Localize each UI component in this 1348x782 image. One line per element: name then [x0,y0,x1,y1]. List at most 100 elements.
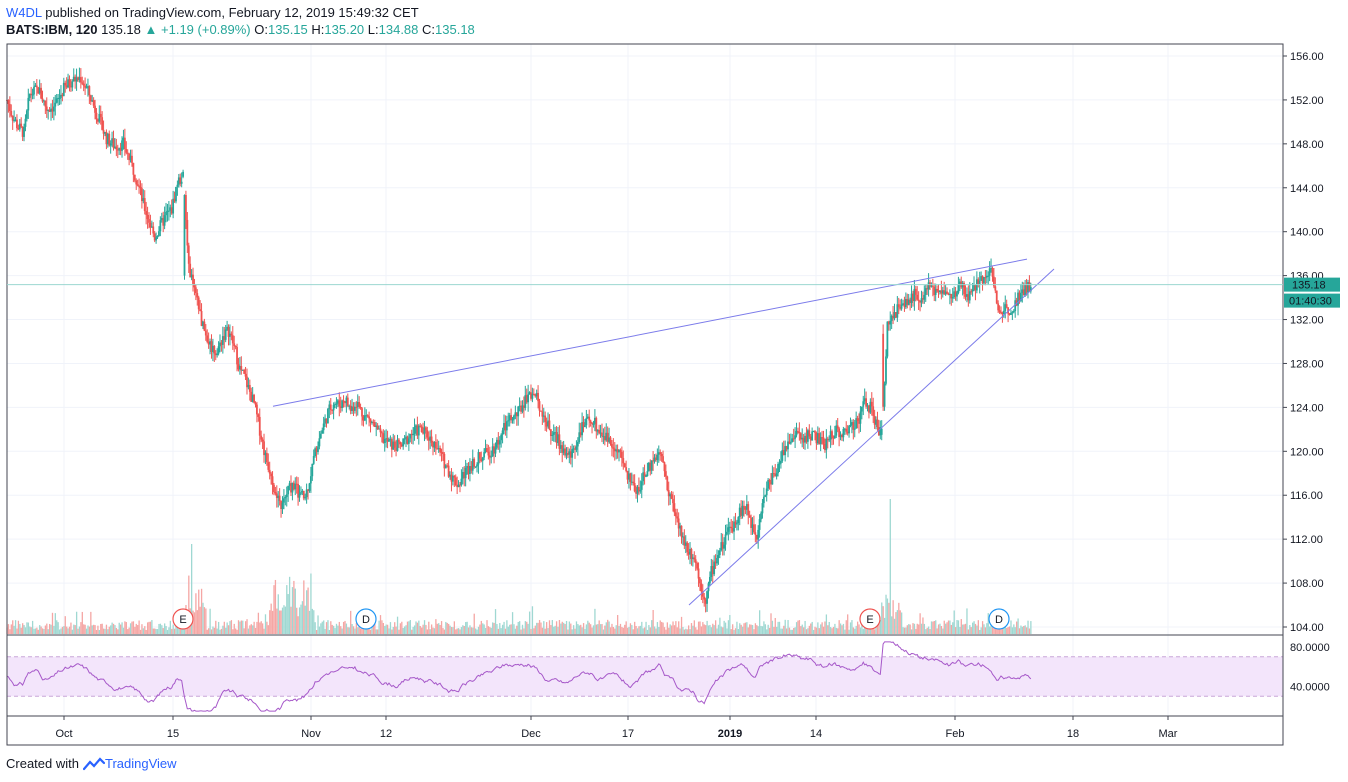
volume-bar [761,626,764,634]
volume-bar [440,621,443,634]
volume-bar [225,627,227,634]
candle-body [217,346,220,354]
volume-bar [277,594,279,634]
volume-bar [705,625,707,634]
volume-bar [628,626,630,634]
volume-bar [1011,627,1014,634]
volume-bar [741,626,744,634]
candle-body [185,195,187,220]
candle-body [426,430,429,438]
symbol-label[interactable]: BATS:IBM, 120 [6,22,98,37]
candle-body [709,576,711,584]
candle-body [738,507,741,518]
volume-bar [56,620,58,634]
candle-body [714,561,717,564]
candle-body [851,422,853,425]
candle-body [811,431,814,441]
volume-bar [607,619,609,634]
volume-bar [435,619,437,634]
candle-body [611,443,613,448]
volume-bar [398,629,400,634]
volume-bar [910,629,913,634]
volume-bar [864,624,866,634]
candle-body [659,452,662,454]
volume-bar [763,621,765,634]
candle-body [643,472,646,477]
candle-body [356,402,359,407]
candle-body [710,566,713,577]
volume-bar [259,622,261,634]
volume-bar [740,624,742,634]
volume-bar [668,627,670,634]
candle-body [7,100,10,104]
candle-body [747,504,750,516]
volume-bar [470,627,473,634]
candle-body [133,174,136,181]
candle-body [258,416,261,436]
candle-body [886,321,889,357]
candle-body [696,563,699,569]
candle-body [116,149,119,151]
volume-bar [473,613,475,634]
volume-bar [930,621,933,634]
candle-body [290,483,292,493]
volume-bar [267,625,269,634]
volume-bar [396,616,399,634]
volume-bar [611,623,613,634]
candle-body [156,235,159,238]
candle-body [520,405,522,412]
volume-bar [105,624,108,634]
volume-bar [284,606,287,634]
candle-body [545,421,548,427]
volume-bar [751,625,754,634]
volume-bar [841,625,843,634]
trendlines[interactable] [272,258,1055,606]
volume-bar [57,622,59,634]
candle-body [757,529,760,540]
volume-bar [141,624,143,634]
volume-bar [257,612,260,634]
candle-body [988,268,991,276]
volume-bar [51,612,54,634]
volume-bar [484,627,487,634]
candle-body [625,467,628,471]
candle-body [159,220,162,232]
volume-bar [327,620,329,634]
candle-body [635,491,637,494]
volume-bar [95,629,98,634]
candle-body [23,126,25,137]
candlesticks [6,67,1032,613]
candle-body [730,526,733,529]
volume-bar [39,625,41,634]
price-tick-label: 108.00 [1290,578,1324,590]
volume-bar [386,624,389,634]
volume-bar [682,626,684,634]
candle-body [386,438,389,442]
candle-body [931,285,934,287]
volume-bar [128,627,130,634]
candle-body [437,447,440,450]
volume-bar [827,625,829,634]
candle-body [689,548,691,555]
tradingview-logo[interactable]: TradingView [82,756,177,771]
candle-body [1012,310,1015,313]
volume-bar [966,608,968,634]
candle-body [449,474,451,477]
author-name[interactable]: W4DL [6,5,42,20]
candle-body [324,418,326,424]
volume-bar [344,620,346,634]
volume-bar [514,628,517,634]
volume-bar [293,580,295,634]
candle-body [160,218,163,221]
candle-body [1018,292,1021,302]
volume-bar [168,627,170,634]
volume-bar [102,628,105,634]
volume-bar [68,626,71,634]
candle-body [170,207,173,214]
candle-body [558,434,561,449]
volume-bar [408,621,410,634]
volume-bar [459,629,461,634]
volume-bar [551,620,553,634]
